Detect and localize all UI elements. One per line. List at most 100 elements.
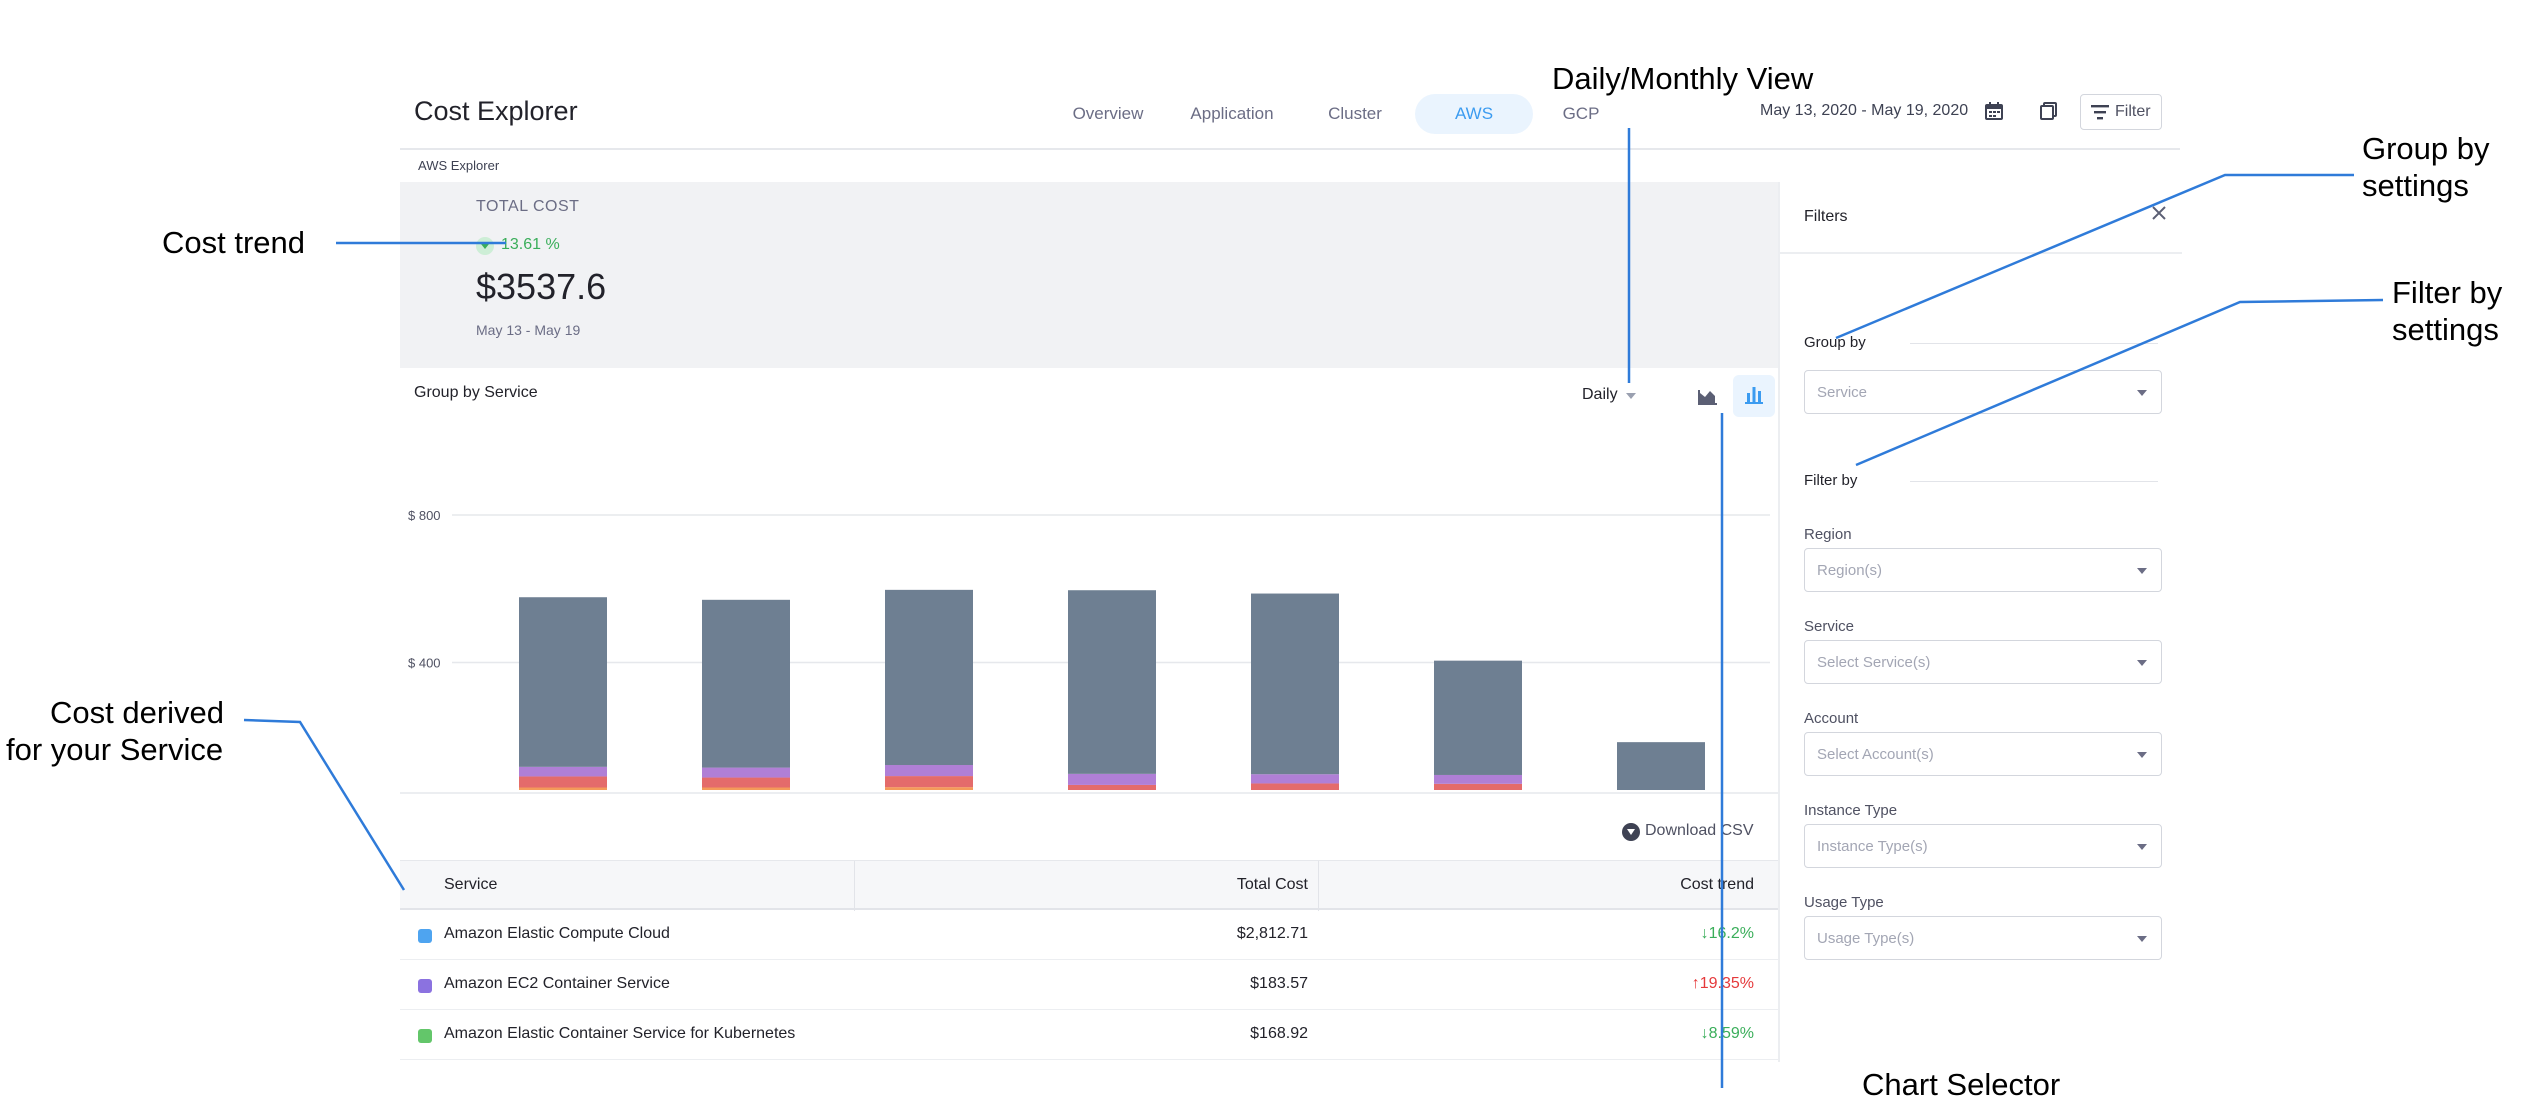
region-select[interactable]: Region(s) <box>1804 548 2162 592</box>
bar-segment[interactable] <box>1434 783 1522 790</box>
area-chart-icon[interactable] <box>1687 377 1727 417</box>
bar-segment[interactable] <box>519 776 607 788</box>
bar-segment[interactable] <box>1434 660 1522 775</box>
calendar-icon[interactable] <box>1985 102 2003 120</box>
group-by-value: Service <box>1817 384 1868 401</box>
filter-button-label: Filter <box>2115 103 2151 120</box>
bar-segment[interactable] <box>1251 774 1339 784</box>
bar-segment[interactable] <box>1068 773 1156 785</box>
legend-swatch <box>418 979 432 993</box>
copy-icon[interactable] <box>2040 102 2058 120</box>
column-header-cost-trend[interactable]: Cost trend <box>1680 876 1754 893</box>
table-row[interactable]: Amazon Elastic Compute Cloud $2,812.71 ↓16… <box>400 910 1778 960</box>
page-title: Cost Explorer <box>414 96 578 126</box>
chevron-down-icon[interactable] <box>1626 393 1636 399</box>
column-divider <box>854 861 855 911</box>
total-cost-panel: TOTAL COST 13.61 % $3537.6 May 13 - May … <box>400 182 1778 368</box>
column-divider <box>1318 861 1319 911</box>
usage-type-select[interactable]: Usage Type(s) <box>1804 916 2162 960</box>
download-icon[interactable] <box>1622 823 1640 841</box>
divider <box>1910 481 2158 482</box>
column-header-total-cost[interactable]: Total Cost <box>1236 876 1308 893</box>
close-icon[interactable] <box>2150 204 2168 222</box>
divider <box>1780 252 2182 254</box>
bar-segment[interactable] <box>1434 774 1522 784</box>
daily-monthly-select[interactable]: Daily <box>1582 386 1618 403</box>
bar-segment[interactable] <box>702 599 790 768</box>
service-select[interactable]: Select Service(s) <box>1804 640 2162 684</box>
bar-segment[interactable] <box>519 766 607 777</box>
leader-line-group-by <box>1835 173 2354 340</box>
region-placeholder: Region(s) <box>1817 562 1883 579</box>
account-select[interactable]: Select Account(s) <box>1804 732 2162 776</box>
bar-segment[interactable] <box>885 765 973 777</box>
chart-group-title: Group by Service <box>414 384 538 401</box>
column-header-service[interactable]: Service <box>444 876 498 893</box>
download-csv-button[interactable]: Download CSV <box>1645 822 1754 839</box>
bar-segment[interactable] <box>885 589 973 766</box>
tab-gcp[interactable]: GCP <box>1562 104 1600 123</box>
cost-explorer-app: Cost Explorer Overview Application Clust… <box>400 70 2182 1062</box>
tab-cluster[interactable]: Cluster <box>1328 104 1382 123</box>
y-tick-label: $ 400 <box>408 656 441 671</box>
total-cost-cell: $2,812.71 <box>1236 925 1308 942</box>
service-placeholder: Select Service(s) <box>1817 654 1931 671</box>
cost-trend-cell: ↓8.59% <box>1700 1025 1754 1042</box>
instance-type-select[interactable]: Instance Type(s) <box>1804 824 2162 868</box>
chevron-down-icon <box>2137 752 2147 758</box>
account-placeholder: Select Account(s) <box>1817 746 1934 763</box>
service-label: Service <box>1804 618 1855 635</box>
bar-segment[interactable] <box>1068 590 1156 774</box>
bar-segment[interactable] <box>519 787 607 790</box>
bar-chart-icon[interactable] <box>1733 375 1775 417</box>
chevron-down-icon <box>2137 390 2147 396</box>
tab-overview[interactable]: Overview <box>1072 104 1144 123</box>
annotation-daily-monthly: Daily/Monthly View <box>1552 61 1814 96</box>
breadcrumb[interactable]: AWS Explorer <box>418 158 500 173</box>
region-label: Region <box>1804 526 1852 543</box>
annotation-cost-trend: Cost trend <box>162 225 306 260</box>
bar-segment[interactable] <box>1251 593 1339 775</box>
table-header: Service Total Cost Cost trend <box>400 860 1778 911</box>
chevron-down-icon <box>2137 568 2147 574</box>
stacked-bar-chart: $ 800$ 400$ 0May 13May 14May 15May 16May… <box>408 508 1770 790</box>
bar-segment[interactable] <box>1251 783 1339 790</box>
filter-button[interactable]: Filter <box>2080 94 2162 130</box>
total-cost-cell: $183.57 <box>1250 975 1308 992</box>
bar-segment[interactable] <box>1068 784 1156 790</box>
legend-swatch <box>418 1029 432 1043</box>
bar-segment[interactable] <box>702 787 790 790</box>
bar-segment[interactable] <box>702 777 790 788</box>
filter-by-heading: Filter by <box>1804 472 1858 489</box>
annotation-group-by-line2: settings <box>2362 168 2469 203</box>
bar-segment[interactable] <box>885 776 973 788</box>
service-name: Amazon EC2 Container Service <box>444 975 670 992</box>
leader-line-filter-by <box>1855 298 2384 467</box>
annotation-filter-by-line1: Filter by <box>2392 275 2503 310</box>
chevron-down-icon <box>2137 844 2147 850</box>
tab-aws[interactable]: AWS <box>1415 94 1533 134</box>
tab-application[interactable]: Application <box>1190 104 1274 123</box>
filters-title: Filters <box>1804 208 1848 225</box>
bar-segment[interactable] <box>519 597 607 767</box>
group-by-select[interactable]: Service <box>1804 370 2162 414</box>
total-cost-trend: 13.61 % <box>501 236 560 253</box>
date-range-picker[interactable]: May 13, 2020 - May 19, 2020 <box>1760 102 1969 119</box>
bar-segment[interactable] <box>702 767 790 778</box>
usage-type-placeholder: Usage Type(s) <box>1817 930 1915 947</box>
divider <box>400 792 1778 794</box>
trend-down-icon <box>476 237 494 255</box>
bar-segment[interactable] <box>1617 742 1705 790</box>
chevron-down-icon <box>2137 660 2147 666</box>
legend-swatch <box>418 929 432 943</box>
divider <box>1910 343 2158 344</box>
bar-segment[interactable] <box>885 787 973 790</box>
annotation-cost-derived-line1: Cost derived <box>50 695 225 730</box>
total-cost-cell: $168.92 <box>1250 1025 1308 1042</box>
table-row[interactable]: Amazon Elastic Container Service for Kub… <box>400 1010 1778 1060</box>
total-cost-label: TOTAL COST <box>476 198 580 215</box>
instance-type-placeholder: Instance Type(s) <box>1817 838 1928 855</box>
chevron-down-icon <box>2137 936 2147 942</box>
annotation-chart-selector: Chart Selector <box>1862 1067 2061 1102</box>
